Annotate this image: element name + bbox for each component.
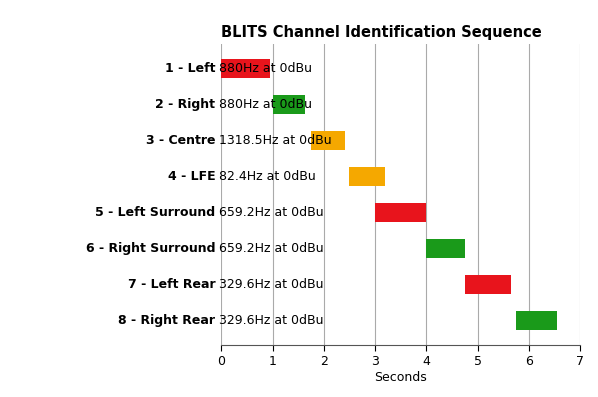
Bar [465, 275, 511, 294]
Bar [516, 311, 557, 330]
Text: 880Hz at 0dBu: 880Hz at 0dBu [215, 98, 312, 111]
Text: 329.6Hz at 0dBu: 329.6Hz at 0dBu [215, 278, 324, 291]
X-axis label: Seconds: Seconds [374, 371, 427, 384]
Text: 659.2Hz at 0dBu: 659.2Hz at 0dBu [215, 206, 324, 219]
Bar [426, 239, 465, 258]
Bar [273, 95, 305, 114]
Text: BLITS Channel Identification Sequence: BLITS Channel Identification Sequence [221, 25, 542, 40]
Text: 2 - Right: 2 - Right [155, 98, 215, 111]
Bar [311, 131, 345, 150]
Text: 1318.5Hz at 0dBu: 1318.5Hz at 0dBu [215, 134, 332, 147]
Text: 5 - Left Surround: 5 - Left Surround [95, 206, 215, 219]
Bar [349, 167, 385, 186]
Text: 329.6Hz at 0dBu: 329.6Hz at 0dBu [215, 314, 324, 327]
Bar [221, 60, 270, 78]
Text: 6 - Right Surround: 6 - Right Surround [86, 242, 215, 255]
Text: 3 - Centre: 3 - Centre [146, 134, 215, 147]
Text: 659.2Hz at 0dBu: 659.2Hz at 0dBu [215, 242, 324, 255]
Bar [375, 203, 426, 222]
Text: 7 - Left Rear: 7 - Left Rear [127, 278, 215, 291]
Text: 1 - Left: 1 - Left [165, 62, 215, 75]
Text: 4 - LFE: 4 - LFE [167, 170, 215, 183]
Text: 880Hz at 0dBu: 880Hz at 0dBu [215, 62, 312, 75]
Text: 82.4Hz at 0dBu: 82.4Hz at 0dBu [215, 170, 316, 183]
Text: 8 - Right Rear: 8 - Right Rear [118, 314, 215, 327]
